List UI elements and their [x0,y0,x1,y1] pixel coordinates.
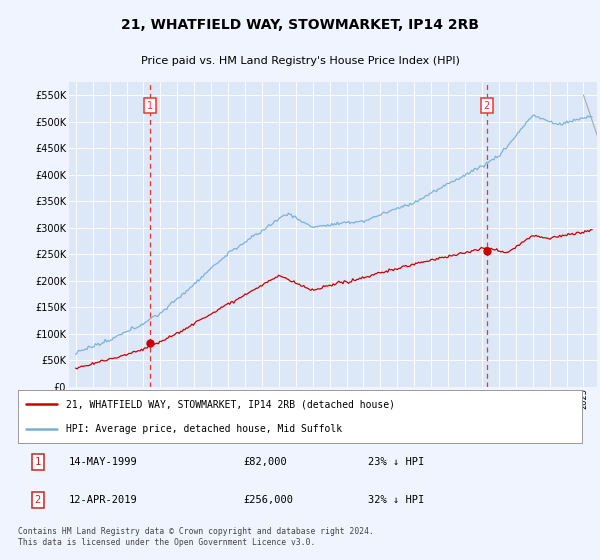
Text: 21, WHATFIELD WAY, STOWMARKET, IP14 2RB (detached house): 21, WHATFIELD WAY, STOWMARKET, IP14 2RB … [66,399,395,409]
Text: 12-APR-2019: 12-APR-2019 [69,494,137,505]
Text: 1: 1 [146,101,153,111]
Text: 1: 1 [35,457,41,467]
Text: £256,000: £256,000 [244,494,293,505]
Text: Contains HM Land Registry data © Crown copyright and database right 2024.
This d: Contains HM Land Registry data © Crown c… [18,528,374,547]
Text: £82,000: £82,000 [244,457,287,467]
Text: 2: 2 [35,494,41,505]
Text: Price paid vs. HM Land Registry's House Price Index (HPI): Price paid vs. HM Land Registry's House … [140,57,460,66]
Text: 2: 2 [484,101,490,111]
Text: 23% ↓ HPI: 23% ↓ HPI [368,457,424,467]
Text: 32% ↓ HPI: 32% ↓ HPI [368,494,424,505]
Text: 14-MAY-1999: 14-MAY-1999 [69,457,137,467]
Text: 21, WHATFIELD WAY, STOWMARKET, IP14 2RB: 21, WHATFIELD WAY, STOWMARKET, IP14 2RB [121,17,479,31]
Text: HPI: Average price, detached house, Mid Suffolk: HPI: Average price, detached house, Mid … [66,423,342,433]
